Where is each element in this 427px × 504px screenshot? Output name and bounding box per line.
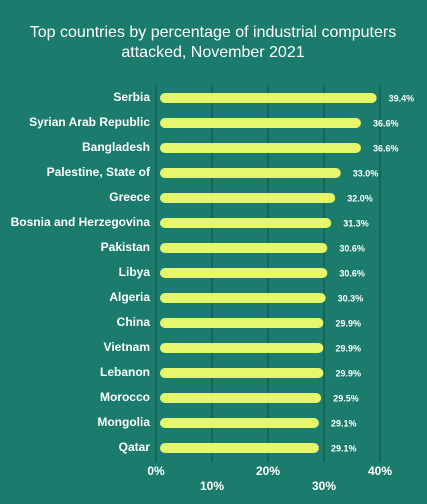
bar bbox=[160, 368, 324, 378]
value-label: 29.1% bbox=[331, 418, 357, 428]
y-tick-label: Algeria bbox=[109, 290, 150, 304]
x-tick-label: 40% bbox=[368, 464, 392, 478]
value-label: 32.0% bbox=[347, 193, 373, 203]
x-tick-label: 0% bbox=[147, 464, 165, 478]
value-label: 29.9% bbox=[335, 368, 361, 378]
value-label: 31.3% bbox=[343, 218, 369, 228]
value-label: 39.4% bbox=[389, 93, 415, 103]
x-tick-label: 30% bbox=[312, 479, 336, 493]
bar bbox=[160, 318, 324, 328]
value-label: 29.1% bbox=[331, 443, 357, 453]
chart-title: Top countries by percentage of industria… bbox=[30, 24, 396, 41]
bar bbox=[160, 418, 319, 428]
y-tick-label: Mongolia bbox=[97, 415, 150, 429]
value-label: 29.9% bbox=[335, 318, 361, 328]
bar bbox=[160, 193, 336, 203]
y-tick-label: Serbia bbox=[113, 90, 150, 104]
bar bbox=[160, 168, 341, 178]
value-label: 30.3% bbox=[338, 293, 364, 303]
x-tick-label: 20% bbox=[256, 464, 280, 478]
bar bbox=[160, 268, 328, 278]
y-tick-label: Bosnia and Herzegovina bbox=[11, 215, 151, 229]
bar bbox=[160, 393, 322, 403]
y-tick-label: Bangladesh bbox=[82, 140, 150, 154]
bar bbox=[160, 243, 328, 253]
value-label: 33.0% bbox=[353, 168, 379, 178]
y-tick-label: Greece bbox=[109, 190, 150, 204]
value-label: 30.6% bbox=[339, 243, 365, 253]
y-tick-label: Lebanon bbox=[100, 365, 150, 379]
y-tick-label: China bbox=[117, 315, 151, 329]
bar bbox=[160, 218, 332, 228]
y-tick-label: Syrian Arab Republic bbox=[29, 115, 150, 129]
value-label: 29.5% bbox=[333, 393, 359, 403]
y-tick-label: Pakistan bbox=[101, 240, 150, 254]
bar bbox=[160, 118, 361, 128]
y-tick-label: Vietnam bbox=[104, 340, 150, 354]
value-label: 36.6% bbox=[373, 118, 399, 128]
value-label: 29.9% bbox=[335, 343, 361, 353]
chart-title: attacked, November 2021 bbox=[121, 44, 304, 61]
x-tick-label: 10% bbox=[200, 479, 224, 493]
bar bbox=[160, 443, 319, 453]
y-tick-label: Qatar bbox=[119, 440, 151, 454]
bar bbox=[160, 293, 326, 303]
bar bbox=[160, 93, 377, 103]
y-tick-label: Libya bbox=[119, 265, 151, 279]
bar bbox=[160, 343, 324, 353]
y-tick-label: Palestine, State of bbox=[47, 165, 151, 179]
value-label: 36.6% bbox=[373, 143, 399, 153]
bar bbox=[160, 143, 361, 153]
value-label: 30.6% bbox=[339, 268, 365, 278]
y-tick-label: Morocco bbox=[100, 390, 150, 404]
